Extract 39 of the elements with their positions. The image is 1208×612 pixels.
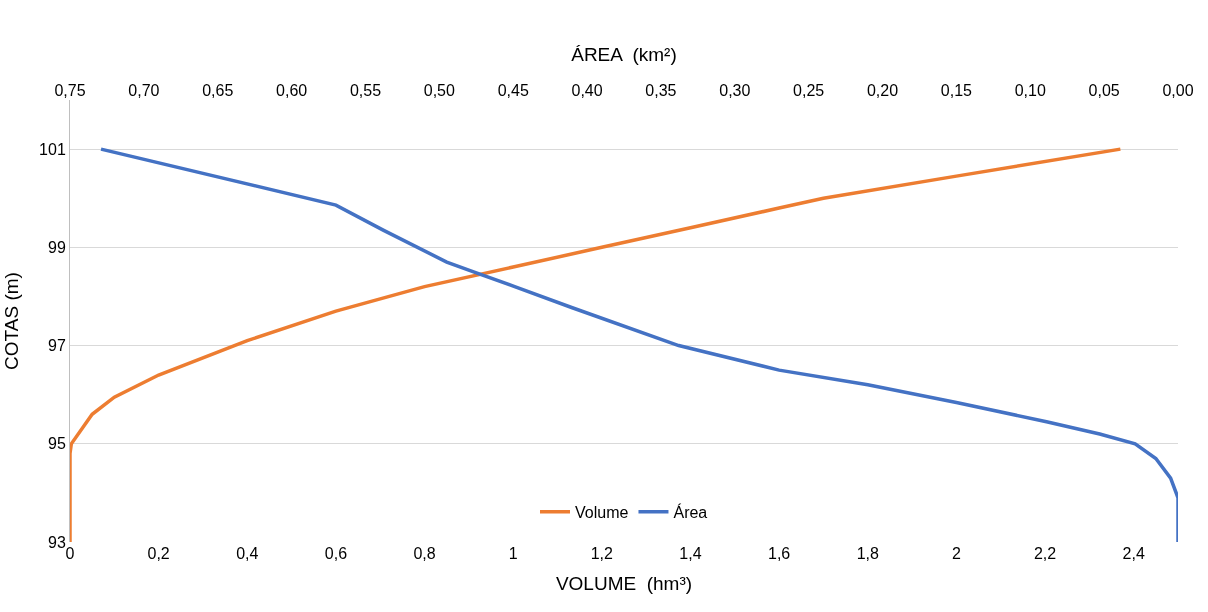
x2-tick-label: 0,65 [202, 81, 234, 99]
y-tick-label: 97 [48, 337, 66, 355]
y-tick-label: 95 [48, 435, 66, 453]
x-tick-label: 1 [508, 545, 518, 562]
x2-tick-label: 0,15 [940, 81, 973, 99]
legend-label: Área [673, 502, 708, 521]
y-tick-label: 101 [39, 140, 66, 158]
x2-tick-label: 0,25 [793, 81, 825, 99]
x2-tick-label: 0,00 [1162, 81, 1194, 99]
x-tick-label: 1,2 [590, 545, 614, 562]
x2-tick-label: 0,55 [349, 81, 382, 99]
x-tick-label: 2,2 [1033, 545, 1057, 562]
x2-tick-label: 0,10 [1014, 81, 1046, 99]
x2-tick-label: 0,05 [1088, 81, 1120, 99]
x-tick-label: 0,8 [413, 545, 436, 562]
x2-tick-label: 0,30 [719, 81, 751, 99]
x2-tick-label: 0,45 [497, 81, 529, 99]
x-axis-title: VOLUME (hm³) [555, 572, 693, 594]
x-tick-label: 2 [951, 545, 961, 562]
x-tick-label: 0 [65, 545, 75, 562]
x-tick-label: 1,4 [679, 545, 702, 562]
y-tick-label: 93 [48, 533, 66, 551]
x-tick-label: 0,4 [236, 545, 259, 562]
x2-axis-title: ÁREA (km²) [571, 43, 677, 65]
x-tick-label: 0,6 [324, 545, 348, 562]
y-tick-label: 99 [48, 238, 66, 256]
x2-tick-label: 0,50 [423, 81, 455, 99]
x-tick-label: 1,6 [767, 545, 791, 562]
legend-label: Volume [575, 503, 629, 521]
x2-tick-label: 0,35 [645, 81, 677, 99]
x2-tick-label: 0,75 [54, 81, 86, 99]
x2-tick-label: 0,20 [866, 81, 899, 99]
x2-tick-label: 0,40 [571, 81, 603, 99]
x-tick-label: 2,4 [1122, 545, 1145, 562]
y-axis-title: COTAS (m) [0, 272, 22, 370]
x-tick-label: 0,2 [147, 545, 170, 562]
x2-tick-label: 0,60 [276, 81, 308, 99]
x-tick-label: 1,8 [856, 545, 879, 562]
x2-tick-label: 0,70 [128, 81, 160, 99]
